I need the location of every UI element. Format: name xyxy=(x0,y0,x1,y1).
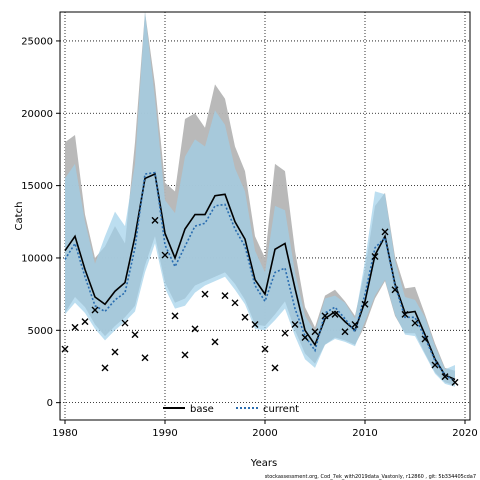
observed-point-2003 xyxy=(291,321,299,329)
observed-point-1993 xyxy=(191,325,199,333)
y-tick-label-10000: 10000 xyxy=(21,253,53,264)
observed-point-2009 xyxy=(351,321,359,329)
observed-point-1994 xyxy=(201,290,209,298)
confidence-bands xyxy=(65,12,455,387)
x-tick-label-2010: 2010 xyxy=(352,428,377,439)
observed-point-1990 xyxy=(161,251,169,259)
observed-point-1982 xyxy=(81,318,89,326)
y-axis-title: Catch xyxy=(14,202,25,231)
y-axis: 0 5000 10000 15000 20000 25000 xyxy=(21,36,60,409)
observed-point-1986 xyxy=(121,319,129,327)
observed-point-2007 xyxy=(331,310,339,318)
observed-point-1983 xyxy=(91,306,99,314)
observed-point-2016 xyxy=(421,335,429,343)
observed-point-1980 xyxy=(61,345,69,353)
observed-point-1991 xyxy=(171,312,179,320)
observed-point-2015 xyxy=(411,319,419,327)
observed-point-1998 xyxy=(241,313,249,321)
x-axis: 1980 1990 2000 2010 2020 xyxy=(52,420,478,439)
grid xyxy=(60,12,470,420)
observed-point-2019 xyxy=(451,378,459,386)
x-tick-label-1990: 1990 xyxy=(152,428,177,439)
observed-point-2000 xyxy=(261,345,269,353)
x-axis-title: Years xyxy=(250,458,277,469)
observed-point-2011 xyxy=(371,253,379,261)
observed-point-2010 xyxy=(361,300,369,308)
observed-point-2005 xyxy=(311,328,319,336)
observed-point-1999 xyxy=(251,321,259,329)
series-lines xyxy=(64,171,456,382)
observed-point-1981 xyxy=(71,323,79,331)
x-tick-label-2020: 2020 xyxy=(452,428,477,439)
observed-point-2013 xyxy=(391,286,399,294)
observed-point-2002 xyxy=(281,329,289,337)
observed-points xyxy=(61,216,459,386)
legend: base current xyxy=(163,404,299,415)
observed-point-2017 xyxy=(431,361,439,369)
y-tick-label-20000: 20000 xyxy=(21,109,53,120)
observed-point-1992 xyxy=(181,351,189,359)
observed-point-2018 xyxy=(441,373,449,381)
observed-point-2008 xyxy=(341,328,349,336)
x-tick-label-1980: 1980 xyxy=(52,428,77,439)
observed-point-2004 xyxy=(301,334,309,342)
observed-point-1985 xyxy=(111,348,119,356)
observed-point-1984 xyxy=(101,364,109,372)
observed-point-1987 xyxy=(131,331,139,339)
confidence-band-current xyxy=(65,12,455,387)
series-line-current xyxy=(64,171,456,382)
observed-point-1996 xyxy=(221,292,229,300)
observed-point-1995 xyxy=(211,338,219,346)
observed-point-2001 xyxy=(271,364,279,372)
x-tick-label-2000: 2000 xyxy=(252,428,277,439)
y-tick-label-15000: 15000 xyxy=(21,181,53,192)
y-tick-label-25000: 25000 xyxy=(21,36,53,47)
observed-point-2014 xyxy=(401,310,409,318)
footer-credit: stockassessment.org, Cod_7ek_with2019dat… xyxy=(265,474,476,480)
y-tick-label-0: 0 xyxy=(47,398,53,409)
observed-point-1988 xyxy=(141,354,149,362)
observed-point-2006 xyxy=(321,312,329,320)
observed-point-1989 xyxy=(151,216,159,224)
y-tick-label-5000: 5000 xyxy=(28,326,53,337)
legend-label-base: base xyxy=(190,404,214,415)
legend-label-current: current xyxy=(263,404,299,415)
observed-point-2012 xyxy=(381,228,389,236)
observed-point-1997 xyxy=(231,299,239,307)
